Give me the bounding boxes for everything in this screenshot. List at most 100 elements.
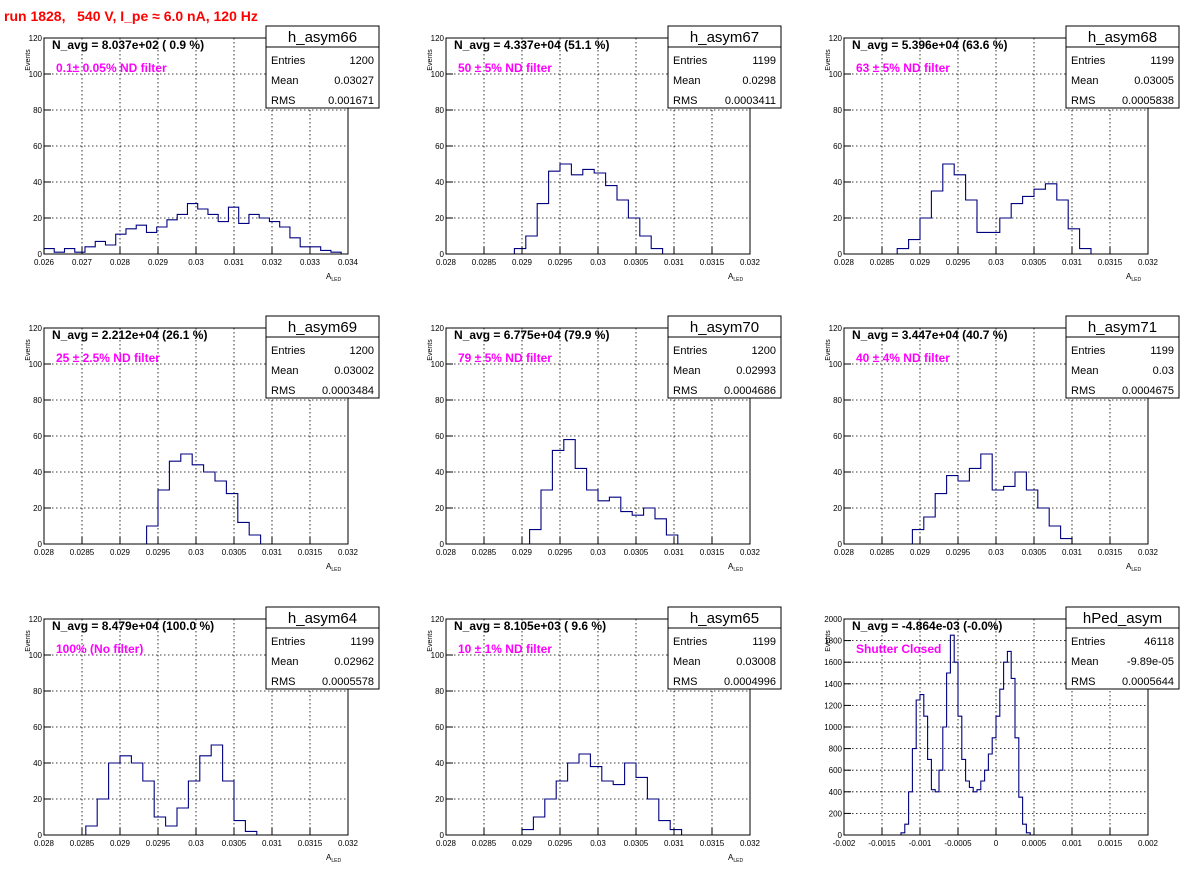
x-tick-label: 0 xyxy=(994,839,999,848)
filter-annotation: 63 ± 5% ND filter xyxy=(856,61,950,75)
stats-box-frame xyxy=(667,315,782,399)
x-tick-label: 0.031 xyxy=(1062,258,1083,267)
stats-label: Mean xyxy=(1071,656,1099,668)
x-axis-label: ALED xyxy=(1126,272,1141,283)
y-tick-label: 100 xyxy=(829,70,843,79)
histogram-bin xyxy=(931,191,942,254)
histogram-bin xyxy=(943,164,954,254)
histogram-bin xyxy=(613,785,624,835)
histogram-bin xyxy=(659,821,670,835)
x-tick-label: 0.0295 xyxy=(548,548,573,557)
histogram-panel-h_asym64: 0.028 0.0285 0.029 0.0295 0.03 0.0305 0.031 0.0… xyxy=(25,606,380,864)
histogram-bin xyxy=(647,799,658,835)
histogram-bin xyxy=(1004,662,1008,835)
histogram-bin xyxy=(981,781,985,835)
histogram-bin xyxy=(143,781,154,835)
y-tick-label: 60 xyxy=(435,432,444,441)
y-tick-label: 0 xyxy=(440,540,445,549)
stats-value: 1199 xyxy=(752,636,776,648)
y-tick-label: 0 xyxy=(38,250,43,259)
y-tick-label: 40 xyxy=(33,759,42,768)
x-axis-label: ALED xyxy=(326,853,341,864)
y-axis-label: Events xyxy=(825,339,832,361)
histogram-bin xyxy=(1045,184,1056,254)
histogram-bin xyxy=(632,515,643,544)
stats-value: 0.0003484 xyxy=(322,385,374,397)
y-tick-label: 0 xyxy=(38,831,43,840)
stats-value: 1199 xyxy=(1150,345,1174,357)
histogram-bin xyxy=(188,781,199,835)
histogram-bin xyxy=(935,494,946,544)
histogram-bin xyxy=(259,218,269,254)
histogram-bin xyxy=(909,240,920,254)
x-tick-label: 0.0305 xyxy=(624,839,649,848)
histogram-bin xyxy=(556,781,567,835)
x-tick-label: 0.034 xyxy=(338,258,359,267)
y-tick-label: 60 xyxy=(435,723,444,732)
y-tick-label: 80 xyxy=(435,687,444,696)
y-tick-label: 0 xyxy=(838,250,843,259)
stats-box-frame xyxy=(667,606,782,690)
histogram-bin xyxy=(587,490,598,544)
x-tick-label: 0.0315 xyxy=(700,548,725,557)
x-tick-label: 0.028 xyxy=(436,548,457,557)
histogram-bin xyxy=(897,249,908,254)
x-tick-label: 0.001 xyxy=(1062,839,1083,848)
histogram-bin xyxy=(977,232,988,254)
stats-value: 0.03008 xyxy=(736,656,776,668)
stats-label: Entries xyxy=(673,345,708,357)
stats-value: 0.0005838 xyxy=(1122,95,1174,107)
stats-label: RMS xyxy=(271,385,295,397)
y-tick-label: 60 xyxy=(435,142,444,151)
stats-value: 1200 xyxy=(350,345,374,357)
stats-label: Mean xyxy=(271,656,299,668)
histogram-bin xyxy=(958,481,969,544)
y-tick-label: 20 xyxy=(435,504,444,513)
histogram-bin xyxy=(181,454,192,544)
x-axis-label: ALED xyxy=(326,562,341,573)
x-tick-label: 0.028 xyxy=(834,548,855,557)
y-tick-label: 20 xyxy=(833,504,842,513)
filter-annotation: 79 ± 5% ND filter xyxy=(458,351,552,365)
x-tick-label: 0.028 xyxy=(34,548,55,557)
x-tick-label: -0.001 xyxy=(909,839,932,848)
histogram-bin xyxy=(1068,229,1079,254)
n-avg-label: N_avg = -4.864e-03 (-0.0%) xyxy=(852,619,1002,633)
y-tick-label: 0 xyxy=(838,540,843,549)
y-tick-label: 20 xyxy=(833,214,842,223)
y-tick-label: 80 xyxy=(435,106,444,115)
histogram-bin xyxy=(947,673,951,835)
filter-annotation: 0.1± 0.05% ND filter xyxy=(56,61,167,75)
y-tick-label: 100 xyxy=(29,360,43,369)
histogram-series xyxy=(529,439,679,544)
histogram-bin xyxy=(950,635,954,835)
histogram-bin xyxy=(1011,678,1015,835)
x-tick-label: 0.033 xyxy=(300,258,321,267)
y-tick-label: 120 xyxy=(29,34,43,43)
x-tick-label: 0.032 xyxy=(740,839,761,848)
histogram-bin xyxy=(651,249,662,254)
histogram-bin xyxy=(575,468,586,544)
y-tick-label: 100 xyxy=(431,651,445,660)
y-tick-label: 20 xyxy=(33,504,42,513)
histogram-bin xyxy=(640,236,651,254)
y-tick-label: 40 xyxy=(435,178,444,187)
n-avg-label: N_avg = 8.479e+04 (100.0 %) xyxy=(52,619,214,633)
y-tick-label: 40 xyxy=(435,468,444,477)
histogram-bin xyxy=(1057,200,1068,254)
n-avg-label: N_avg = 5.396e+04 (63.6 %) xyxy=(852,38,1007,52)
histogram-bin xyxy=(969,468,980,544)
histogram-bin xyxy=(245,831,256,835)
stats-value: 1199 xyxy=(350,636,374,648)
x-tick-label: 0.0285 xyxy=(870,258,895,267)
stats-box-frame xyxy=(1065,25,1180,109)
stats-box-frame xyxy=(1065,315,1180,399)
stats-box-frame xyxy=(265,25,380,109)
y-tick-label: 100 xyxy=(29,651,43,660)
y-tick-label: 80 xyxy=(435,396,444,405)
stats-value: 0.0298 xyxy=(742,75,776,87)
histogram-bin xyxy=(211,745,222,835)
histogram-name: h_asym66 xyxy=(288,29,357,46)
stats-box: h_asym69 Entries 1200 Mean 0.03002 RMS 0.00034… xyxy=(265,315,380,399)
